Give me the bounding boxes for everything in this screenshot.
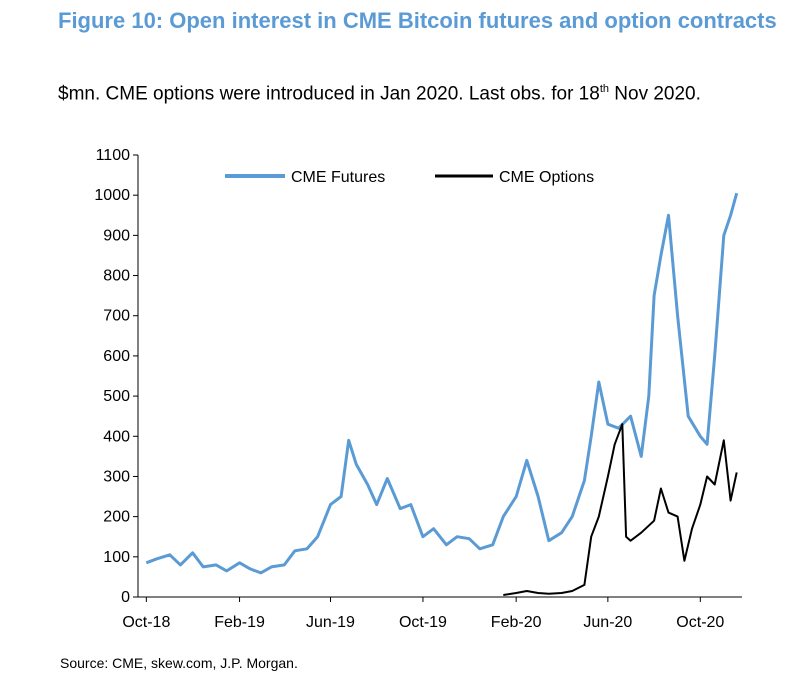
x-tick-label: Jun-19: [306, 614, 355, 631]
y-tick-label: 200: [103, 509, 130, 526]
subtitle-main: $mn. CME options were introduced in Jan …: [58, 83, 600, 105]
chart-title: Figure 10: Open interest in CME Bitcoin …: [58, 8, 777, 33]
y-tick-label: 1000: [94, 187, 130, 204]
x-tick-label: Feb-20: [491, 614, 542, 631]
x-tick-label: Oct-18: [122, 614, 170, 631]
y-tick-label: 300: [103, 468, 130, 485]
y-tick-label: 100: [103, 549, 130, 566]
chart-subtitle: $mn. CME options were introduced in Jan …: [58, 74, 758, 109]
x-tick-label: Oct-19: [399, 614, 447, 631]
y-tick-label: 1100: [96, 147, 131, 164]
options-series-line: [503, 423, 738, 596]
legend-label-futures: CME Futures: [291, 169, 385, 186]
y-tick-label: 0: [121, 589, 130, 606]
x-tick-label: Oct-20: [676, 614, 724, 631]
futures-series-line: [145, 192, 739, 575]
y-tick-label: 600: [103, 348, 130, 365]
x-tick-label: Jun-20: [583, 614, 632, 631]
legend: CME Futures CME Options: [225, 169, 594, 186]
series-layer: [145, 192, 739, 596]
subtitle-superscript: th: [599, 83, 609, 95]
line-chart: 0 100 200 300 400 500 600 700 800 900 1000 1100 Oct…: [94, 147, 742, 631]
y-tick-label: 500: [103, 388, 130, 405]
x-axis: Oct-18 Feb-19 Jun-19 Oct-19 Feb-20 Jun-20 Oct-…: [122, 596, 742, 631]
y-axis: 0 100 200 300 400 500 600 700 800 900 1000 1100: [94, 147, 139, 606]
x-tick-label: Feb-19: [214, 614, 265, 631]
y-tick-label: 700: [103, 308, 130, 325]
y-tick-label: 800: [103, 268, 130, 285]
source-note: Source: CME, skew.com, J.P. Morgan.: [60, 655, 298, 671]
legend-label-options: CME Options: [499, 169, 594, 186]
y-tick-label: 400: [103, 428, 130, 445]
subtitle-end: Nov 2020.: [609, 83, 701, 105]
y-tick-label: 900: [103, 227, 130, 244]
